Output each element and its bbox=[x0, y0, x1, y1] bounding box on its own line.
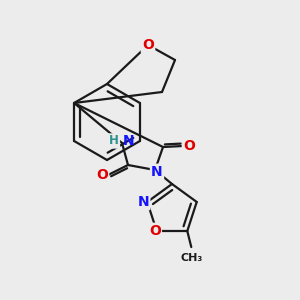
Text: N: N bbox=[137, 195, 149, 209]
Text: O: O bbox=[142, 38, 154, 52]
Text: O: O bbox=[149, 224, 161, 238]
Text: O: O bbox=[183, 139, 195, 153]
Text: N: N bbox=[151, 165, 163, 179]
Text: N: N bbox=[123, 134, 135, 148]
Text: H: H bbox=[109, 134, 119, 148]
Text: CH₃: CH₃ bbox=[180, 253, 202, 263]
Text: O: O bbox=[96, 168, 108, 182]
